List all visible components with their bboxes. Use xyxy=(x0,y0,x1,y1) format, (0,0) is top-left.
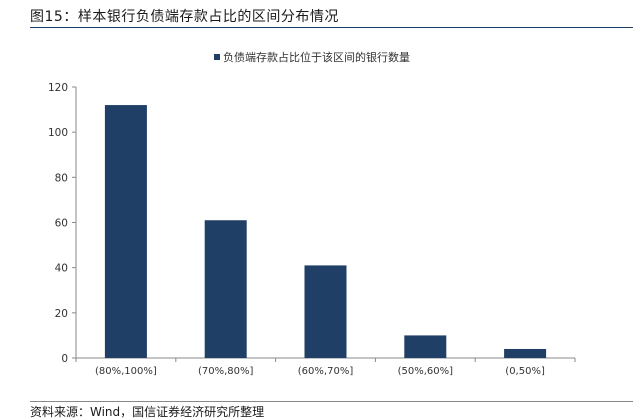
bar xyxy=(504,348,547,358)
bar xyxy=(404,335,447,358)
y-tick-label: 120 xyxy=(48,82,68,94)
x-tick-label: (60%,70%] xyxy=(298,366,354,377)
legend: 负债端存款占比位于该区间的银行数量 xyxy=(214,50,410,64)
y-tick-label: 60 xyxy=(55,218,68,230)
x-tick-label: (70%,80%] xyxy=(198,366,254,377)
y-tick-label: 0 xyxy=(61,353,68,365)
y-tick-label: 20 xyxy=(55,308,68,320)
y-tick-label: 80 xyxy=(55,172,68,184)
x-tick-label: (80%,100%] xyxy=(95,366,157,377)
source-rule xyxy=(30,401,633,402)
x-axis: (80%,100%] (70%,80%] (60%,70%] (50%,60%] (0,… xyxy=(75,357,576,377)
x-tick-label: (50%,60%] xyxy=(398,366,454,377)
legend-label: 负债端存款占比位于该区间的银行数量 xyxy=(223,50,410,64)
y-axis: 0 20 40 60 80 100 120 xyxy=(48,82,77,365)
legend-swatch xyxy=(214,54,220,60)
bar xyxy=(304,265,347,358)
bars xyxy=(104,105,547,358)
bar-chart: 负债端存款占比位于该区间的银行数量 0 20 40 60 80 100 120 (80%,1… xyxy=(48,50,576,377)
bar xyxy=(104,105,147,358)
y-tick-label: 100 xyxy=(48,127,68,139)
y-tick-label: 40 xyxy=(55,263,68,275)
figure-title: 图15：样本银行负债端存款占比的区间分布情况 xyxy=(30,9,339,25)
source-note: 资料来源：Wind，国信证券经济研究所整理 xyxy=(30,405,265,419)
bar xyxy=(204,220,247,358)
x-tick-label: (0,50%] xyxy=(505,366,545,377)
title-rule xyxy=(30,27,633,28)
